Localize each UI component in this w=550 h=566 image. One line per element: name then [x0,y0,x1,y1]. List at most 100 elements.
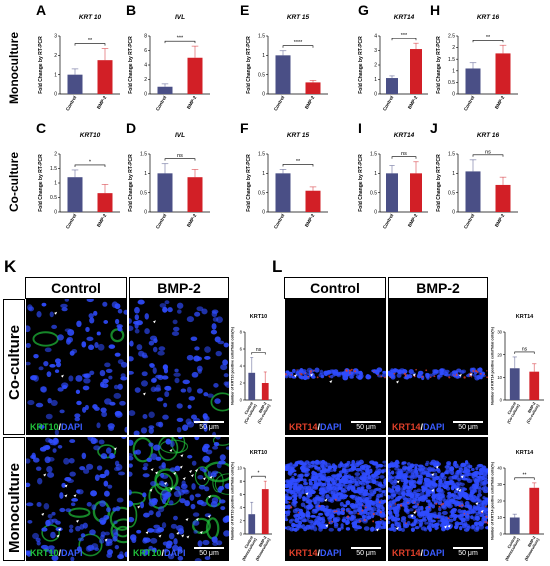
dapi-nucleus [148,411,155,419]
dapi-nucleus [468,464,473,469]
dapi-nucleus [112,529,119,535]
dapi-nucleus [298,374,302,379]
dapi-nucleus [213,383,219,388]
krt14-signal [345,369,348,372]
dapi-nucleus [129,500,134,507]
dapi-nucleus [410,527,416,532]
dapi-nucleus [74,413,81,418]
dapi-nucleus [196,388,203,394]
dapi-nucleus [182,379,190,385]
dapi-nucleus [148,510,154,516]
dapi-nucleus [112,535,118,542]
dapi-nucleus [149,363,155,368]
dapi-nucleus [313,526,318,532]
krt14-signal [425,369,428,372]
dapi-nucleus [320,477,325,481]
dapi-nucleus [94,547,100,552]
krt10-signal [41,524,61,542]
scale-bar: 50 μm [194,421,224,431]
dapi-nucleus [472,504,477,510]
dapi-nucleus [168,532,175,540]
y-tick-label: 1.5 [50,166,57,172]
dapi-nucleus [129,340,134,347]
dapi-nucleus [81,452,87,460]
dapi-nucleus [285,488,290,492]
k-row-label-mono: Monoculture [6,463,23,553]
dapi-nucleus [174,368,179,373]
arrowhead-marker [412,373,416,377]
k-stain-caption: KRT10/DAPI [30,422,83,432]
dapi-nucleus [55,361,62,368]
dapi-nucleus [191,483,196,490]
dapi-nucleus [303,478,307,483]
dapi-nucleus [220,506,226,511]
y-tick-label: 0.5 [258,190,265,196]
y-tick-label: 0.5 [258,72,265,78]
y-tick-label: 2 [374,63,377,69]
dapi-nucleus [484,497,488,501]
krt14-signal [428,506,431,509]
dapi-nucleus [47,457,55,462]
x-tick-label: Control [273,95,286,112]
arrowhead-marker [209,475,213,479]
y-axis-label: Fold Change by RT-PCR [358,36,364,94]
dapi-nucleus [86,463,94,470]
dapi-nucleus [425,484,431,488]
dapi-nucleus [354,501,361,506]
krt14-signal [438,505,441,508]
significance-bracket [514,351,535,354]
l-micro-co-bmp2: KRT14/DAPI 50 μm [388,299,488,435]
dapi-nucleus [124,551,127,558]
dapi-nucleus [210,501,218,508]
dapi-nucleus [285,526,287,530]
dapi-nucleus [83,468,90,474]
y-tick-label: 1 [374,77,377,83]
dapi-nucleus [167,307,173,313]
chart-svg: KRT 15 Fold Change by RT-PCR 0 0.5 1 1.5 Contr… [246,132,328,230]
dapi-nucleus [160,472,165,478]
arrowhead-marker [305,492,309,496]
dapi-nucleus [114,544,120,550]
dapi-nucleus [94,341,99,348]
dapi-nucleus [465,493,470,499]
dapi-nucleus [457,477,461,482]
chart-svg: KRT 10 Fold Change by RT-PCR 0 1 2 3 Control BM… [38,14,120,112]
dapi-nucleus [173,372,181,377]
dapi-nucleus [475,466,479,471]
dapi-nucleus [353,519,359,524]
dapi-nucleus [211,323,217,330]
dapi-nucleus [141,549,148,557]
dapi-nucleus [367,474,371,480]
dapi-nucleus [158,346,166,351]
krt14-signal [458,504,461,508]
dapi-nucleus [414,525,420,530]
dapi-nucleus [51,511,56,516]
dapi-nucleus [176,403,183,409]
dapi-nucleus [342,494,349,498]
dapi-nucleus [392,493,396,498]
dapi-nucleus [99,370,106,377]
dapi-nucleus [192,520,200,526]
dapi-nucleus [170,523,178,529]
dapi-nucleus [212,431,217,435]
dapi-nucleus [174,486,181,491]
panel-label-D: D [126,120,137,136]
panel-label-L: L [272,257,283,276]
y-axis-label: Fold Change by RT-PCR [128,36,134,94]
dapi-nucleus [422,494,429,498]
y-tick-label: 1 [54,72,57,78]
panel-label-K: K [4,257,17,276]
dapi-nucleus [304,481,309,486]
dapi-nucleus [464,460,469,465]
dapi-nucleus [392,516,398,522]
krt14-signal [461,504,464,507]
dapi-nucleus [54,429,59,435]
dapi-nucleus [154,387,162,392]
krt14-signal [316,376,319,379]
dapi-nucleus [65,338,71,345]
dapi-nucleus [116,497,124,503]
krt14-signal [350,368,353,371]
y-tick-label: 0 [452,92,455,98]
dapi-nucleus [62,384,68,390]
dapi-nucleus [181,480,186,487]
